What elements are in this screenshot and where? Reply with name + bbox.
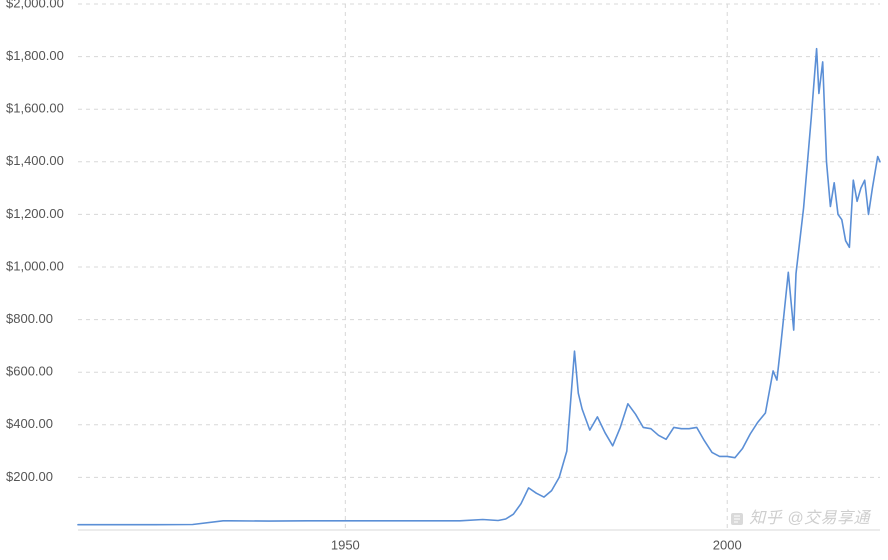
x-tick-label: 1950 — [331, 538, 360, 553]
y-tick-label: $600.00 — [6, 364, 53, 379]
y-tick-label: $1,600.00 — [6, 101, 64, 116]
y-tick-label: $800.00 — [6, 311, 53, 326]
price-line — [78, 49, 880, 525]
x-tick-label: 2000 — [713, 538, 742, 553]
y-tick-label: $1,800.00 — [6, 48, 64, 63]
y-tick-label: $1,200.00 — [6, 206, 64, 221]
price-history-chart: $200.00 $400.00 $600.00 $800.00 $1,000.00 $1,… — [0, 0, 888, 560]
y-tick-label: $1,400.00 — [6, 153, 64, 168]
y-tick-label: $200.00 — [6, 469, 53, 484]
y-tick-label: $1,000.00 — [6, 258, 64, 273]
chart-svg: $200.00 $400.00 $600.00 $800.00 $1,000.00 $1,… — [0, 0, 888, 560]
y-tick-label: $2,000.00 — [6, 0, 64, 10]
y-tick-label: $400.00 — [6, 416, 53, 431]
